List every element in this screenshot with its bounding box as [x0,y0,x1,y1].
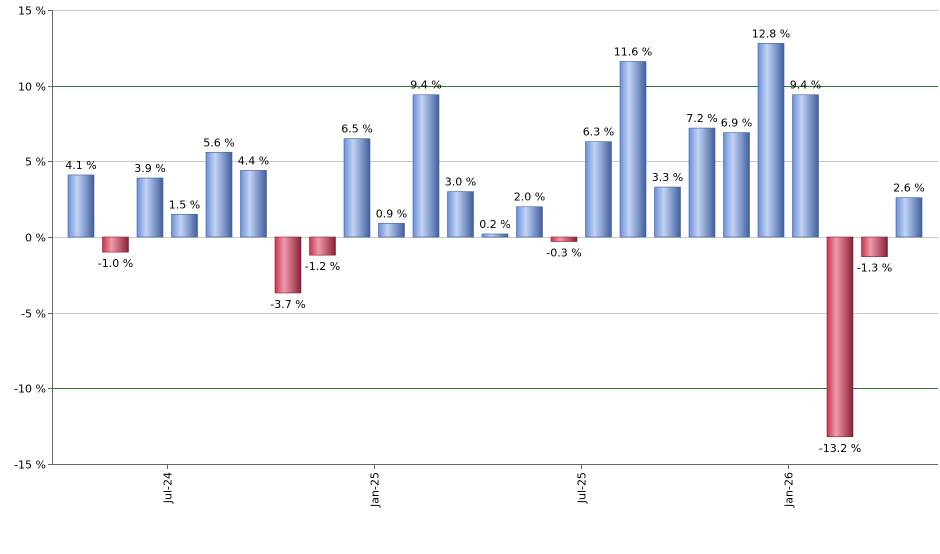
bar-positive [585,141,612,238]
grid-layer [52,10,938,389]
bar-positive [412,94,440,238]
bar-value-label: 11.6 % [614,45,652,58]
bar-value-label: 12.8 % [752,27,790,40]
bar-layer [67,42,923,438]
bar-value-label: 2.6 % [893,182,924,195]
bar-positive [171,214,198,238]
bar-positive [378,223,405,238]
bar-positive [136,177,164,238]
bar-value-label: 6.9 % [721,117,752,130]
bar-value-label: 9.4 % [410,79,441,92]
bar-value-label: 6.3 % [583,126,614,139]
bar-value-label: 4.1 % [65,159,96,172]
bar-positive [343,138,371,238]
bar-value-label: 9.4 % [790,79,821,92]
bar-value-label: 3.9 % [134,162,165,175]
bar-value-label: -1.2 % [305,260,340,273]
bar-value-label: 2.0 % [514,191,545,204]
bar-positive [67,174,95,238]
bar-value-label: 0.2 % [479,218,510,231]
bar-value-label: -1.0 % [98,257,133,270]
x-tick-label: Jul-24 [162,472,175,504]
bar-positive [723,132,750,238]
bar-positive [240,170,267,238]
bar-positive [688,127,716,238]
y-tick-label: -5 % [21,308,46,321]
bar-value-label: 3.0 % [445,176,476,189]
bar-positive [619,61,647,238]
bar-positive [516,206,543,238]
bar-negative [309,236,336,256]
bar-positive [654,186,681,238]
x-tick-label: Jan-25 [369,472,382,508]
x-tick-label: Jul-25 [576,472,589,504]
y-tick-label: 15 % [18,5,46,18]
bar-value-label: -3.7 % [270,298,305,311]
bar-positive [792,94,819,238]
label-layer: 4.1 % -1.0 % 3.9 % 1.5 % 5.6 % 4.4 % -3.7 % -1.… [65,27,924,454]
bar-value-label: -13.2 % [819,442,861,455]
x-tick-label: Jan-26 [783,472,796,508]
bar-negative [102,236,129,253]
bar-positive [481,233,509,238]
y-tick-label: -15 % [14,459,46,472]
bar-value-label: -1.3 % [857,262,892,275]
bar-negative [826,236,854,438]
bar-value-label: 4.4 % [238,154,269,167]
y-tick-label: -10 % [14,383,46,396]
bar-value-label: -0.3 % [546,247,581,260]
bar-value-label: 5.6 % [203,136,234,149]
bar-negative [274,236,302,294]
axis-layer: -15 % -10 % -5 % 0 % 5 % 10 % 15 % Jul-24 Jan-25… [14,5,938,508]
bar-value-label: 3.3 % [652,171,683,184]
y-tick-label: 10 % [18,81,46,94]
bar-value-label: 6.5 % [341,123,372,136]
bar-value-label: 0.9 % [376,207,407,220]
bar-negative [550,236,578,242]
bar-positive [757,42,785,238]
bar-negative [861,236,888,257]
bar-positive [895,197,923,238]
bar-value-label: 7.2 % [686,112,717,125]
y-tick-label: 0 % [25,232,46,245]
bar-value-label: 1.5 % [169,198,200,211]
y-tick-label: 5 % [25,156,46,169]
bar-positive [205,151,233,238]
bar-positive [447,191,474,238]
